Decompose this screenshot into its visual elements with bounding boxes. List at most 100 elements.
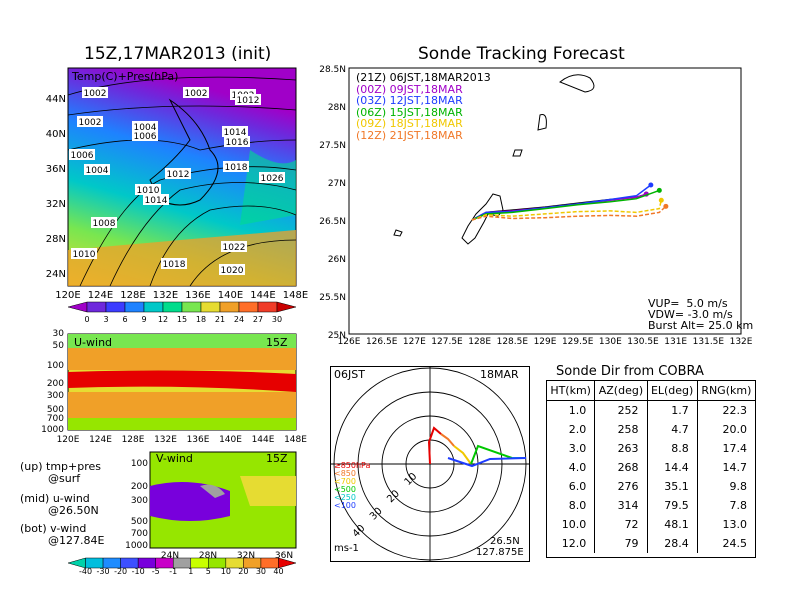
v-lat-labels: 24N 28N 32N 36N [161,551,293,561]
map-lon-label: 148E [283,290,308,301]
table-cell: 252 [594,400,648,420]
u-band-low [68,392,296,418]
polar-legend-entry: <500 [334,485,356,494]
wind-colorbar-label: 40 [273,567,283,576]
pressure-label-bg [84,164,110,175]
v-lat-label: 36N [275,551,293,561]
pressure-label-bg [219,264,245,275]
table-title: Sonde Dir from COBRA [556,364,704,379]
table-cell: 79 [594,534,648,553]
wind-colorbar-label: -30 [97,567,110,576]
pressure-label: 1012 [167,170,190,180]
table-cell: 263 [594,439,648,458]
track-frame [348,67,742,335]
pressure-label: 1020 [221,266,244,276]
table-cell: 1.0 [547,400,596,420]
table-cell: 79.5 [647,496,698,515]
pressure-label: 1002 [185,89,208,99]
track-endpoint [656,187,662,193]
table-header-cell: AZ(deg) [594,381,648,401]
polar-legend-entry: <700 [334,477,356,486]
track-x-label: 131E [664,337,687,347]
track-legend-entry: (03Z) 12JST,18MAR [356,94,463,107]
track-x-label: 127.5E [431,337,463,347]
pressure-label: 1004 [86,166,109,176]
polar-pos1: 26.5N [490,536,520,547]
map-lon-label: 136E [185,290,210,301]
sonde-table: HT(km) AZ(deg) EL(deg) RNG(km) 1.0 252 1.7 22.… [547,381,755,553]
track-x-label: 126.5E [366,337,398,347]
sonde-table-header: HT(km) AZ(deg) EL(deg) RNG(km) [547,381,755,401]
note-bot2: @127.84E [48,534,105,547]
v-pressure-label: 200 [131,482,148,492]
track-x-label: 128E [468,337,491,347]
v-pressure-label: 700 [131,529,148,539]
pressure-label: 1018 [163,260,186,270]
wind-colorbar-label: -1 [169,567,177,576]
table-row: 3.0 263 8.8 17.4 [547,439,755,458]
polar-tr: 18MAR [480,368,519,381]
u-lon-label: 136E [187,435,210,445]
map-colorbar [67,301,297,313]
map-colorbar-labels: 0 3 6 9 12 15 18 21 24 27 30 [84,315,282,324]
colorbar-label: 30 [272,315,282,324]
track-x-label: 130E [599,337,622,347]
table-cell: 12.0 [547,534,596,553]
track-legend: (21Z) 06JST,18MAR2013 (00Z) 09JST,18MAR (0… [356,72,491,141]
table-row: 6.0 276 35.1 9.8 [547,477,755,496]
pressure-label-bg [224,136,250,147]
v-pressure-label: 300 [131,496,148,506]
sonde-table-frame: HT(km) AZ(deg) EL(deg) RNG(km) 1.0 252 1.7 22.… [546,380,756,558]
track-endpoint [658,197,664,203]
track-x-label: 129.5E [562,337,594,347]
table-cell: 7.8 [729,499,748,512]
wind-colorbar-labels: -40 -30 -20 -10 -5 -1 1 5 10 20 30 40 [79,567,284,576]
polar-pos2: 127.875E [476,547,524,558]
table-cell: 10.0 [547,515,596,534]
map-lon-labels: 120E 124E 128E 132E 136E 140E 144E 148E [55,290,308,301]
u-lon-label: 124E [89,435,112,445]
map-lat-label: 28N [46,234,66,245]
colorbar-label: 18 [196,315,206,324]
u-band-surface [68,418,296,430]
table-row: 12.0 79 28.4 24.5 [547,534,755,553]
colorbar-label: 9 [141,315,146,324]
map-lon-label: 140E [218,290,243,301]
track-x-labels: 126E 126.5E 127E 127.5E 128E 128.5E 129E 129.5E… [338,337,753,347]
pressure-label-bg [77,116,103,127]
islands [393,74,595,245]
track-line [471,189,660,221]
map-lon-label: 120E [55,290,80,301]
track-y-label: 25N [328,331,346,341]
hodograph-trace [427,426,527,468]
table-row: 10.0 72 48.1 13.0 [547,515,755,534]
track-y-labels: 28.5N 28N 27.5N 27N 26.5N 26N 25.5N 25N [319,65,346,341]
v-pressure-label: 500 [131,517,148,527]
wind-colorbar-swatch [278,557,297,569]
colorbar-label: 27 [253,315,263,324]
u-label: U-wind [74,336,113,349]
u-time: 15Z [266,336,288,349]
pressure-label-bg [221,241,247,252]
pressure-label: 1008 [93,219,116,229]
wind-colorbar-label: -10 [132,567,145,576]
table-cell: 20.0 [722,423,748,436]
track-legend-entry: (00Z) 09JST,18MAR [356,82,463,96]
track-y-label: 26.5N [319,217,346,227]
v-pressure-label: 100 [131,459,148,469]
track-x-label: 132E [730,337,753,347]
track-x-label: 128.5E [497,337,529,347]
isobars [67,76,297,287]
note-up2: @surf [48,472,81,485]
sonde-table-body: 1.0 252 1.7 22.3 2.0 258 4.7 20.0 3.0 263 8.8 17.4 4… [547,400,755,553]
table-header-cell: HT(km) [547,381,596,401]
map-lat-label: 40N [46,129,66,140]
track-legend-entry: (21Z) 06JST,18MAR2013 [356,71,491,84]
v-neutral-region [200,484,225,498]
table-cell: 258 [594,420,648,439]
colorbar-label: 0 [84,315,89,324]
u-pressure-label: 300 [47,391,64,401]
wind-colorbar-label: -20 [114,567,127,576]
map-lon-label: 144E [250,290,275,301]
